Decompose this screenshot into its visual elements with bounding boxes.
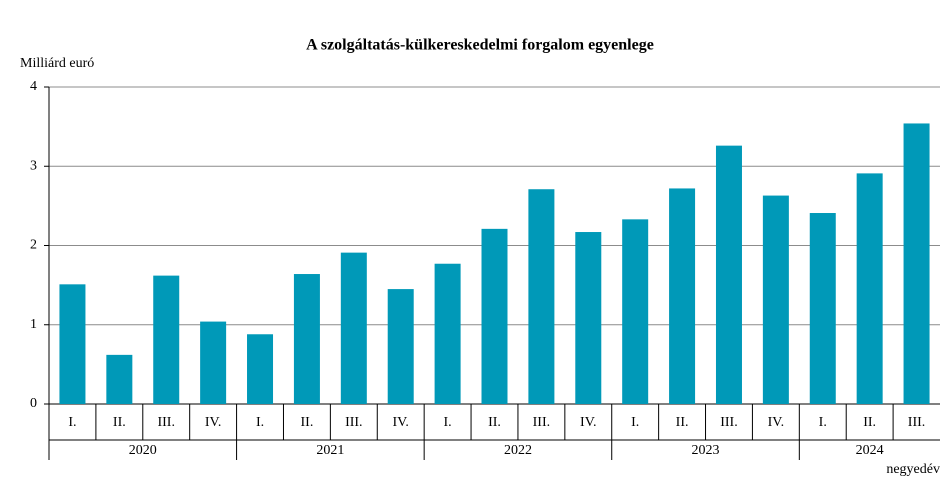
- bar: [715, 145, 742, 404]
- bar: [669, 188, 696, 404]
- x-tick-label: IV.: [205, 415, 221, 430]
- x-tick-label: IV.: [580, 415, 596, 430]
- x-tick-label: II.: [301, 415, 314, 430]
- y-tick-label: 0: [30, 396, 37, 411]
- x-tick-label: III.: [533, 415, 551, 430]
- bar: [106, 354, 133, 404]
- bar: [809, 213, 836, 404]
- x-tick-label: I.: [819, 415, 827, 430]
- bar: [293, 274, 320, 404]
- bar: [153, 275, 180, 404]
- group-label: 2023: [692, 443, 720, 458]
- group-label: 2024: [856, 443, 884, 458]
- x-tick-label: III.: [720, 415, 738, 430]
- bar: [387, 289, 414, 404]
- group-label: 2022: [504, 443, 532, 458]
- bar: [903, 123, 930, 404]
- bar: [528, 189, 555, 404]
- y-tick-label: 4: [30, 79, 37, 94]
- y-tick-label: 3: [30, 158, 37, 173]
- x-tick-label: IV.: [392, 415, 408, 430]
- x-tick-label: I.: [68, 415, 76, 430]
- bar: [575, 232, 602, 404]
- chart-title: A szolgáltatás-külkereskedelmi forgalom …: [306, 37, 654, 54]
- bar: [340, 252, 367, 404]
- group-label: 2020: [129, 443, 157, 458]
- group-label: 2021: [316, 443, 344, 458]
- bar: [856, 173, 883, 404]
- x-tick-label: II.: [863, 415, 876, 430]
- x-tick-label: I.: [256, 415, 264, 430]
- x-tick-label: II.: [676, 415, 689, 430]
- x-tick-label: II.: [488, 415, 501, 430]
- y-tick-label: 1: [30, 317, 37, 332]
- y-axis-label: Milliárd euró: [20, 56, 94, 71]
- bar: [247, 334, 274, 404]
- x-tick-label: I.: [631, 415, 639, 430]
- x-tick-label: III.: [345, 415, 363, 430]
- bar: [622, 219, 649, 404]
- x-tick-label: II.: [113, 415, 126, 430]
- x-axis-label: negyedév: [886, 462, 940, 477]
- bar: [762, 195, 789, 404]
- bar: [59, 284, 86, 404]
- bar: [200, 321, 227, 404]
- x-tick-label: IV.: [768, 415, 784, 430]
- x-tick-label: I.: [444, 415, 452, 430]
- y-tick-label: 2: [30, 238, 37, 253]
- x-tick-label: III.: [157, 415, 175, 430]
- bar: [481, 228, 508, 404]
- x-tick-label: III.: [908, 415, 926, 430]
- bar: [434, 263, 461, 404]
